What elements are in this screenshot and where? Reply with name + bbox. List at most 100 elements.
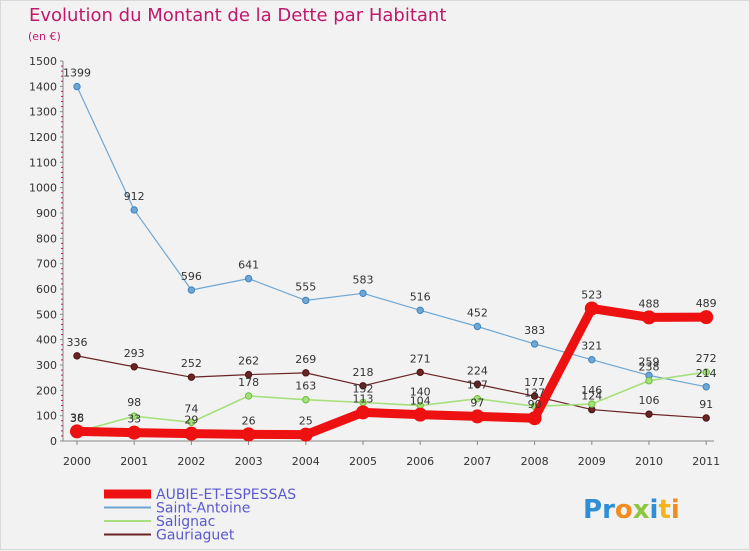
y-tick-label: 400 <box>36 334 57 347</box>
data-point-gauriaguet <box>244 370 253 379</box>
data-label-gauriaguet: 336 <box>67 336 88 349</box>
x-tick-label: 2008 <box>521 455 549 468</box>
logo-letter: i <box>650 495 659 525</box>
data-point-saint-antoine <box>473 322 482 331</box>
data-label-salignac: 140 <box>410 386 431 399</box>
data-label-saint-antoine: 516 <box>410 290 431 303</box>
data-point-saint-antoine <box>302 296 310 305</box>
x-tick-label: 2001 <box>120 455 148 468</box>
data-label-gauriaguet: 271 <box>410 352 431 365</box>
y-tick-label: 1400 <box>29 80 57 93</box>
data-point-gauriaguet <box>187 373 196 381</box>
data-label-salignac: 178 <box>238 376 259 389</box>
data-point-gauriaguet <box>473 380 482 388</box>
legend-label: Salignac <box>156 514 215 530</box>
data-point-salignac <box>588 400 596 408</box>
data-point-aubie-et-espessas <box>356 405 370 420</box>
data-label-aubie-et-espessas: 29 <box>184 414 198 427</box>
data-label-salignac: 238 <box>639 361 660 374</box>
y-tick-label: 300 <box>36 359 57 372</box>
data-point-aubie-et-espessas <box>527 411 542 426</box>
chart-title: Evolution du Montant de la Dette par Hab… <box>29 5 447 26</box>
chart-subtitle: (en €) <box>28 30 61 43</box>
data-label-salignac: 137 <box>524 386 545 399</box>
series-line-gauriaguet <box>76 355 707 419</box>
x-tick-label: 2003 <box>235 455 263 468</box>
data-point-saint-antoine <box>187 286 196 294</box>
y-tick-label: 1100 <box>29 156 57 169</box>
data-point-gauriaguet <box>73 352 81 360</box>
y-tick-label: 900 <box>36 207 57 220</box>
x-tick-label: 2010 <box>635 455 663 468</box>
data-label-salignac: 98 <box>127 396 141 409</box>
data-point-gauriaguet <box>302 369 310 377</box>
data-label-saint-antoine: 383 <box>524 324 545 337</box>
y-tick-label: 500 <box>36 308 57 321</box>
logo-letter: i <box>671 495 680 525</box>
data-label-salignac: 272 <box>696 352 717 365</box>
data-label-salignac: 74 <box>184 402 198 415</box>
data-label-saint-antoine: 596 <box>181 270 202 283</box>
data-point-gauriaguet <box>530 392 539 400</box>
logo-letter: x <box>633 495 650 525</box>
data-label-aubie-et-espessas: 90 <box>528 398 542 411</box>
data-point-salignac <box>130 412 138 420</box>
data-point-gauriaguet <box>359 382 367 390</box>
y-tick-label: 1500 <box>29 55 57 68</box>
data-label-gauriaguet: 124 <box>581 390 602 403</box>
data-label-salignac: 36 <box>70 412 84 425</box>
data-point-aubie-et-espessas <box>298 427 313 442</box>
y-tick-label: 1000 <box>29 182 57 195</box>
data-point-salignac <box>645 377 653 385</box>
data-label-gauriaguet: 218 <box>353 366 374 379</box>
data-label-salignac: 167 <box>467 379 488 392</box>
data-point-salignac <box>702 368 710 376</box>
data-point-gauriaguet <box>645 410 653 418</box>
data-point-aubie-et-espessas <box>584 301 599 316</box>
series-aubie-et-espessas <box>70 301 714 442</box>
series-line-saint-antoine <box>76 85 707 388</box>
data-point-aubie-et-espessas <box>699 310 714 325</box>
data-point-salignac <box>187 418 196 426</box>
data-label-gauriaguet: 91 <box>699 398 713 411</box>
data-label-gauriaguet: 177 <box>524 376 545 389</box>
legend-label: Saint-Antoine <box>156 501 250 517</box>
x-tick-label: 2009 <box>578 455 606 468</box>
data-point-saint-antoine <box>588 355 596 364</box>
data-label-gauriaguet: 252 <box>181 357 202 370</box>
x-tick-label: 2000 <box>63 455 91 468</box>
series-saint-antoine <box>73 82 710 391</box>
data-point-saint-antoine <box>416 306 424 314</box>
data-point-aubie-et-espessas <box>184 426 199 441</box>
logo-letter: t <box>658 495 670 525</box>
x-tick-label: 2006 <box>406 455 434 468</box>
data-point-aubie-et-espessas <box>642 310 656 325</box>
data-label-saint-antoine: 259 <box>639 355 660 368</box>
data-point-gauriaguet <box>130 363 138 371</box>
data-point-saint-antoine <box>244 274 253 283</box>
data-label-aubie-et-espessas: 113 <box>353 392 374 405</box>
data-point-gauriaguet <box>702 414 710 422</box>
series-line-salignac <box>76 371 708 433</box>
legend-label: Gauriaguet <box>156 528 235 544</box>
data-point-aubie-et-espessas <box>470 409 485 424</box>
y-tick-label: 700 <box>36 258 57 271</box>
x-tick-label: 2002 <box>177 455 205 468</box>
data-label-aubie-et-espessas: 33 <box>127 413 141 426</box>
y-tick-label: 1200 <box>29 131 57 144</box>
data-label-salignac: 163 <box>295 380 316 393</box>
data-label-aubie-et-espessas: 104 <box>410 395 431 408</box>
data-point-saint-antoine <box>530 340 539 348</box>
data-point-gauriaguet <box>416 368 424 377</box>
proxiti-logo: Proxiti <box>583 495 680 525</box>
data-label-saint-antoine: 583 <box>353 273 374 286</box>
data-point-saint-antoine <box>359 289 367 298</box>
data-label-saint-antoine: 912 <box>124 190 145 203</box>
data-point-aubie-et-espessas <box>241 427 256 442</box>
data-label-aubie-et-espessas: 26 <box>242 414 256 427</box>
data-point-saint-antoine <box>702 383 710 391</box>
x-tick-label: 2005 <box>349 455 377 468</box>
data-label-saint-antoine: 1399 <box>63 67 91 80</box>
